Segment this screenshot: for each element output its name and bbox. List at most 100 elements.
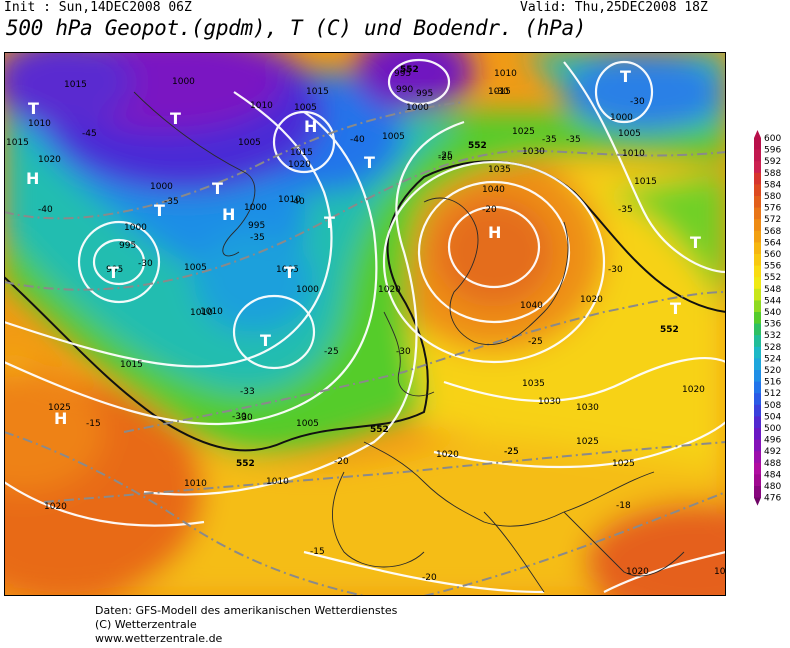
low-pressure-symbol: T <box>154 201 165 220</box>
coastlines <box>133 91 685 593</box>
legend-value: 524 <box>764 354 781 364</box>
legend-cell <box>754 242 761 255</box>
legend-value: 540 <box>764 308 781 318</box>
isobar-label: 1030 <box>576 403 599 413</box>
isobar-label: 1010 <box>184 479 207 489</box>
isobar-label: 1025 <box>512 127 535 137</box>
legend-cell <box>754 346 761 359</box>
low-pressure-symbol: T <box>364 153 375 172</box>
legend-value: 592 <box>764 157 781 167</box>
legend-value: 572 <box>764 215 781 225</box>
geopotential-label: 552 <box>400 65 419 75</box>
legend-cell <box>754 149 761 162</box>
geopotential-labels: 552 552 552 552 552 <box>236 65 679 469</box>
legend-cell <box>754 161 761 174</box>
temperature-label: -35 <box>618 205 633 215</box>
temperature-label: -30 <box>238 413 253 423</box>
footer-website: www.wetterzentrale.de <box>95 632 223 645</box>
map-title: 500 hPa Geopot.(gpdm), T (C) und Bodendr… <box>6 16 587 40</box>
low-pressure-symbol: T <box>620 67 631 86</box>
legend-value: 496 <box>764 436 781 446</box>
legend-cell <box>754 172 761 185</box>
legend-cell <box>754 138 761 150</box>
legend-value: 588 <box>764 169 781 179</box>
legend-cell <box>754 254 761 266</box>
legend-value: 600 <box>764 134 781 144</box>
geopotential-label: 552 <box>370 425 389 435</box>
legend-value: 560 <box>764 250 781 260</box>
legend-value: 576 <box>764 204 781 214</box>
isobar-label: 1020 <box>378 285 401 295</box>
legend-cell <box>754 486 761 498</box>
temperature-label: -15 <box>310 547 325 557</box>
isobar-label: 1005 <box>294 103 317 113</box>
high-pressure-symbol: H <box>222 205 235 224</box>
isobar-label: 1005 <box>184 263 207 273</box>
legend-cell <box>754 230 761 243</box>
legend-cell <box>754 416 761 429</box>
high-pressure-symbol: H <box>304 117 317 136</box>
low-pressure-symbol: T <box>670 299 681 318</box>
isobar-label: 1010 <box>200 307 223 317</box>
isobar-label: 1015 <box>6 138 29 148</box>
geopotential-label: 552 <box>468 141 487 151</box>
legend-bottom-arrow <box>754 497 761 506</box>
legend-value: 528 <box>764 343 781 353</box>
temperature-label: -25 <box>324 347 339 357</box>
isobar-label: 1010 <box>266 477 289 487</box>
legend-value: 480 <box>764 482 781 492</box>
isobar-label: 1025 <box>576 437 599 447</box>
temperature-label: -30 <box>138 259 153 269</box>
isobar-label: 1000 <box>610 113 633 123</box>
legend-cell <box>754 358 761 371</box>
isobar-label: 1040 <box>482 185 505 195</box>
temperature-label: -33 <box>240 387 255 397</box>
legend-value: 536 <box>764 320 781 330</box>
isobar-labels: 1015 1010 1015 1020 1000 995 995 1000 10… <box>6 69 726 577</box>
isobar-label: 1015 <box>634 177 657 187</box>
weather-map: 1015 1010 1015 1020 1000 995 995 1000 10… <box>4 52 726 596</box>
temperature-label: -20 <box>334 457 349 467</box>
isobar-label: 1020 <box>580 295 603 305</box>
isobar-label: 1005 <box>238 138 261 148</box>
legend-cell <box>754 474 761 487</box>
low-pressure-symbol: T <box>260 331 271 350</box>
low-pressure-symbol: T <box>28 99 39 118</box>
legend-cell <box>754 300 761 313</box>
isobar-label: 1020 <box>626 567 649 577</box>
legend-cell <box>754 207 761 220</box>
temperature-label: -35 <box>542 135 557 145</box>
legend-cells <box>754 130 761 506</box>
legend-cell <box>754 277 761 290</box>
temperature-label: -20 <box>438 153 453 163</box>
isobar-label: 1005 <box>618 129 641 139</box>
isobar-label: 1000 <box>406 103 429 113</box>
isobar-label: 1020 <box>38 155 61 165</box>
temperature-label: -30 <box>608 265 623 275</box>
legend-value: 544 <box>764 296 781 306</box>
legend-cell <box>754 335 761 348</box>
isobar-label: 995 <box>106 265 123 275</box>
temperature-label: -30 <box>630 97 645 107</box>
isobar-label: 1030 <box>522 147 545 157</box>
isobar-label: 1015 <box>64 80 87 90</box>
isobar-label: 1020 <box>714 567 726 577</box>
isobar-label: 990 <box>396 85 413 95</box>
isobar-label: 1015 <box>306 87 329 97</box>
isobar-label: 1015 <box>488 87 511 97</box>
geopotential-label: 552 <box>236 459 255 469</box>
temperature-label: -45 <box>82 129 97 139</box>
legend-cell <box>754 312 761 324</box>
color-field <box>4 52 726 596</box>
isobar-label: 1005 <box>382 132 405 142</box>
footer-copyright: (C) Wetterzentrale <box>95 618 197 631</box>
low-pressure-symbol: T <box>690 233 701 252</box>
isobar-label: 1015 <box>120 360 143 370</box>
legend-value: 580 <box>764 192 781 202</box>
isobar-label: 1000 <box>150 182 173 192</box>
isobar-label: 1035 <box>488 165 511 175</box>
isobar-label: 995 <box>394 69 411 79</box>
legend-value: 488 <box>764 459 781 469</box>
isobar-label: 1010 <box>250 101 273 111</box>
